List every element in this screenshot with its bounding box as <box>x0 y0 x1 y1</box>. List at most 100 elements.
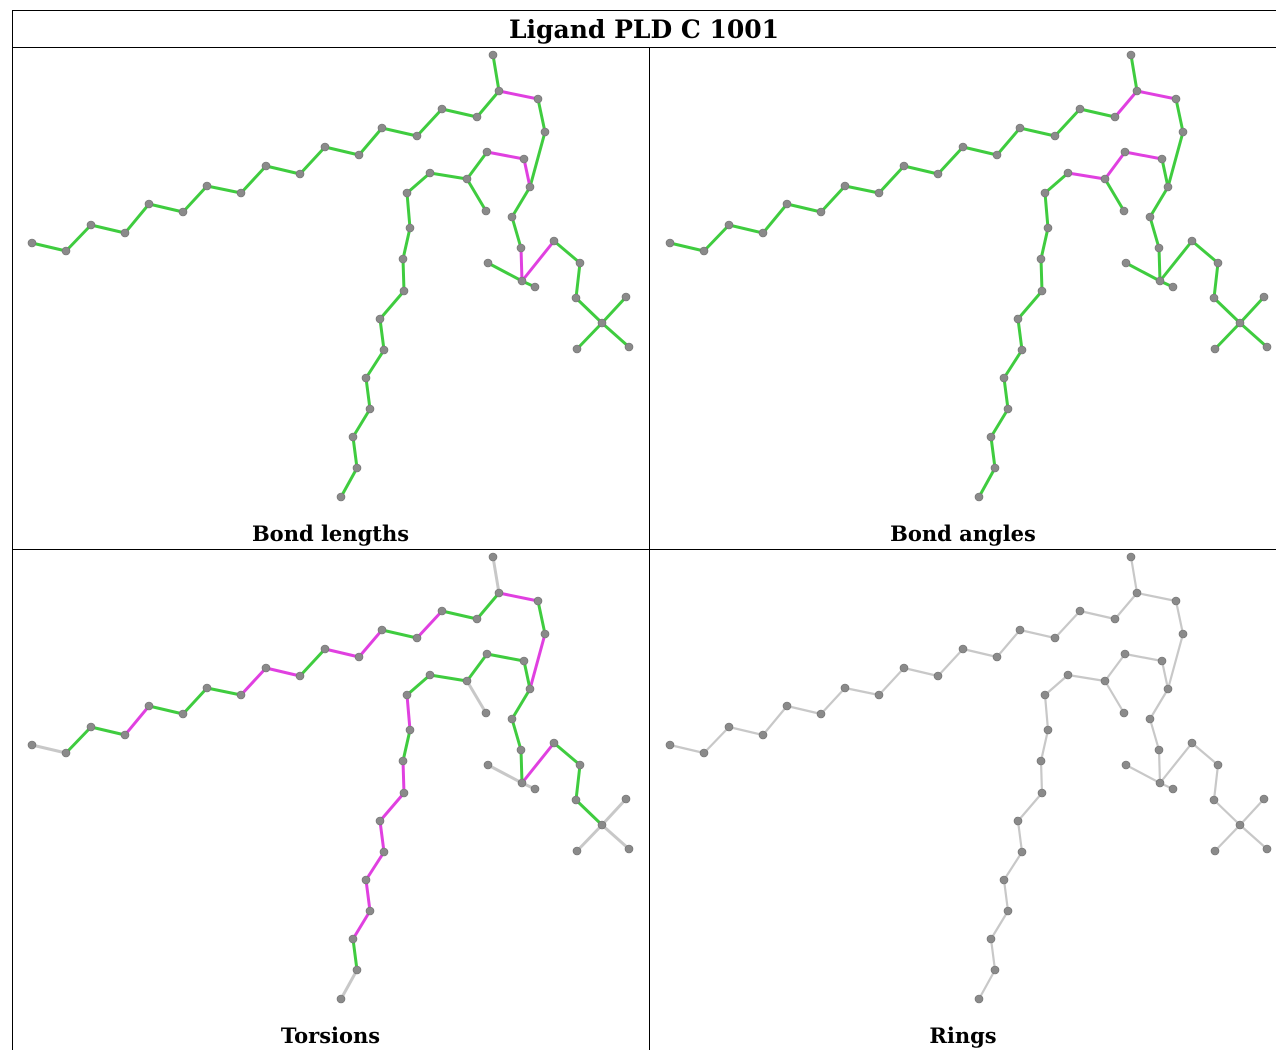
atom <box>352 965 362 975</box>
atom <box>1037 788 1047 798</box>
atom <box>144 199 154 209</box>
bond <box>239 164 268 195</box>
bond <box>89 725 127 737</box>
bond <box>401 226 412 261</box>
bond <box>1039 257 1044 293</box>
atom <box>1050 131 1060 141</box>
bond <box>264 164 302 176</box>
atom <box>336 994 346 1004</box>
atom <box>533 596 543 606</box>
atom <box>519 154 529 164</box>
bond <box>405 693 412 732</box>
atom <box>1040 188 1050 198</box>
atom <box>525 684 535 694</box>
atom <box>1157 154 1167 164</box>
atom <box>402 690 412 700</box>
bond <box>465 150 489 181</box>
atom <box>61 748 71 758</box>
atom <box>1145 212 1155 222</box>
panel-bond-lengths: Bond lengths <box>12 48 649 549</box>
atom <box>494 86 504 96</box>
atom <box>1013 816 1023 826</box>
bond <box>298 647 327 678</box>
bond <box>902 666 940 678</box>
bond <box>351 937 359 972</box>
atom <box>462 174 472 184</box>
molecule-view <box>665 552 1272 1004</box>
atom <box>571 293 581 303</box>
atom <box>481 708 491 718</box>
bond <box>1016 317 1024 352</box>
atom <box>1209 795 1219 805</box>
atom <box>320 142 330 152</box>
atom <box>724 220 734 230</box>
bond <box>1016 819 1024 854</box>
bond <box>1103 652 1127 683</box>
atom <box>575 760 585 770</box>
bond <box>486 261 524 283</box>
panel-caption: Bond lengths <box>251 521 410 546</box>
atom <box>1036 254 1046 264</box>
atom <box>571 795 581 805</box>
bond <box>323 145 361 157</box>
bond <box>989 435 997 470</box>
bond <box>30 743 68 755</box>
atom <box>1121 258 1131 268</box>
bond <box>298 145 327 176</box>
atom <box>1171 94 1181 104</box>
atom <box>1155 276 1165 286</box>
atom <box>899 663 909 673</box>
atom <box>27 740 37 750</box>
bond <box>1053 609 1082 640</box>
atom <box>992 652 1002 662</box>
bond <box>1002 376 1010 411</box>
bond <box>181 686 209 716</box>
bond <box>574 798 604 827</box>
figure-table <box>12 10 1276 1050</box>
atom <box>178 207 188 217</box>
atom <box>507 212 517 222</box>
bond <box>1113 591 1139 621</box>
bond <box>522 157 532 189</box>
atom <box>1110 614 1120 624</box>
atom <box>405 223 415 233</box>
atom <box>348 432 358 442</box>
bond <box>995 628 1022 659</box>
bond <box>961 647 999 659</box>
bond <box>357 628 384 659</box>
bond <box>702 725 731 755</box>
panel-caption: Torsions <box>280 1023 381 1048</box>
atom <box>782 701 792 711</box>
atom <box>624 342 634 352</box>
atom <box>986 432 996 442</box>
bond <box>536 599 547 636</box>
bond <box>1078 609 1117 621</box>
bond <box>485 652 526 663</box>
bond <box>819 686 847 716</box>
atom <box>1050 633 1060 643</box>
bond <box>519 748 524 785</box>
atom <box>597 318 607 328</box>
bond <box>877 666 906 697</box>
atom <box>816 207 826 217</box>
bond <box>1043 673 1070 697</box>
atom <box>665 238 675 248</box>
bond <box>727 223 765 235</box>
atom <box>488 50 498 60</box>
atom <box>724 722 734 732</box>
bond <box>843 184 881 195</box>
atom <box>899 161 909 171</box>
atom <box>1063 168 1073 178</box>
atom <box>958 644 968 654</box>
atom <box>1163 182 1173 192</box>
atom <box>1110 112 1120 122</box>
bond <box>440 107 479 119</box>
bond <box>510 717 523 752</box>
bond <box>364 850 386 882</box>
bond <box>1166 130 1185 189</box>
atom <box>1213 258 1223 268</box>
bond <box>989 909 1010 941</box>
bond <box>1158 239 1194 283</box>
bond <box>510 687 532 721</box>
bond <box>574 763 582 802</box>
